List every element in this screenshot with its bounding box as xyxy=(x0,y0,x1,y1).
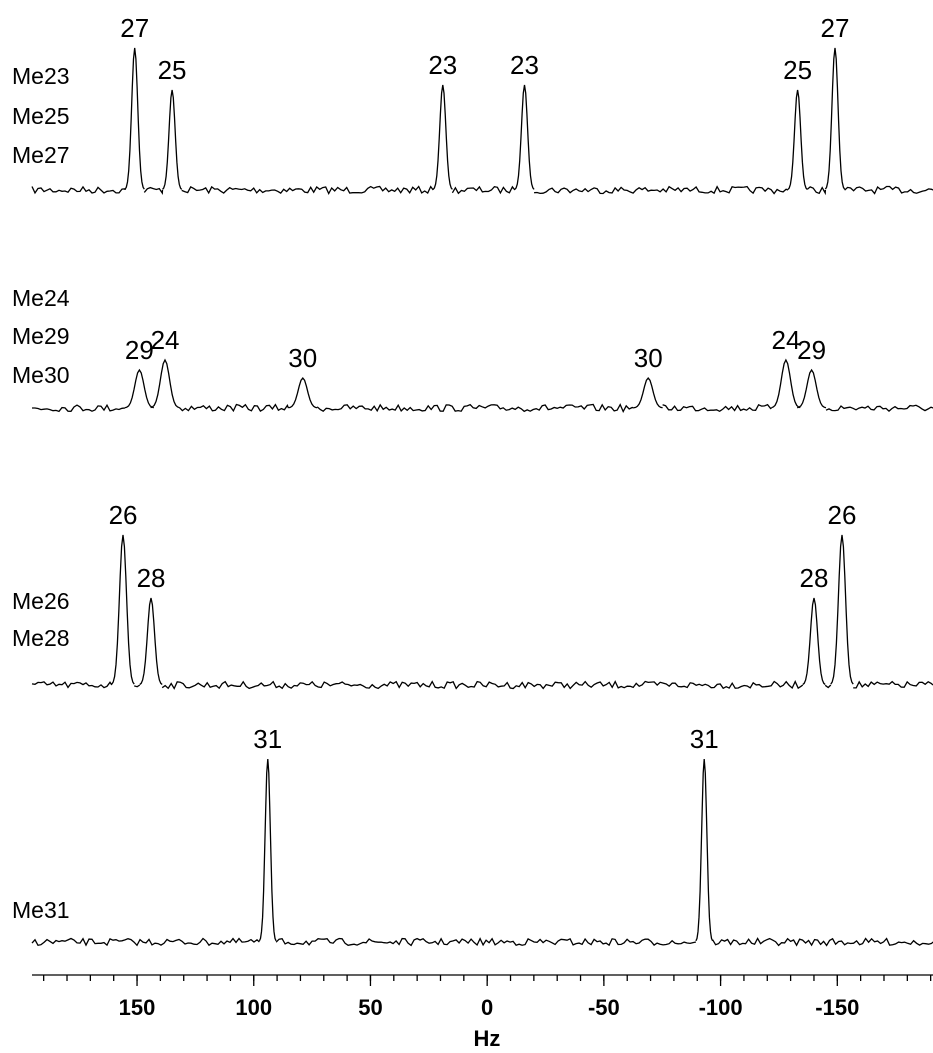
peak-label: 26 xyxy=(828,500,857,530)
peak-label: 23 xyxy=(428,50,457,80)
x-tick-label: 0 xyxy=(481,995,493,1020)
peak-label: 29 xyxy=(797,335,826,365)
peak-label: 30 xyxy=(634,343,663,373)
baseline-noise xyxy=(31,937,260,947)
peak xyxy=(802,597,826,685)
peak-label: 25 xyxy=(783,55,812,85)
baseline-noise xyxy=(316,403,634,413)
peak-label: 24 xyxy=(771,325,800,355)
peak xyxy=(124,47,145,190)
peak-label: 23 xyxy=(510,50,539,80)
baseline-noise xyxy=(451,185,516,195)
peak xyxy=(288,376,318,409)
trace-label: Me23 xyxy=(12,63,70,89)
trace-label: Me31 xyxy=(12,897,70,923)
peak-label: 25 xyxy=(158,55,187,85)
peak xyxy=(258,758,277,942)
peak xyxy=(824,47,846,190)
trace-label: Me25 xyxy=(12,103,70,129)
peak-label: 24 xyxy=(151,325,180,355)
peak-label: 28 xyxy=(137,563,166,593)
peak xyxy=(514,84,535,190)
peak xyxy=(695,758,714,942)
baseline-noise xyxy=(712,937,933,947)
peak-label: 31 xyxy=(253,724,282,754)
peak xyxy=(432,84,453,190)
baseline-noise xyxy=(806,186,827,196)
x-tick-label: -100 xyxy=(699,995,743,1020)
trace-label: Me29 xyxy=(12,323,70,349)
trace-label: Me27 xyxy=(12,142,70,168)
baseline-noise xyxy=(178,403,290,413)
peak xyxy=(830,534,854,685)
baseline-noise xyxy=(824,684,832,689)
baseline-noise xyxy=(32,403,126,413)
baseline-noise xyxy=(134,684,141,688)
baseline-noise xyxy=(161,680,804,690)
baseline-noise xyxy=(31,185,126,195)
x-tick-label: 150 xyxy=(119,995,156,1020)
peak-label: 29 xyxy=(125,335,154,365)
baseline-noise xyxy=(825,404,933,412)
trace-label: Me24 xyxy=(12,285,70,311)
peak-label: 26 xyxy=(109,500,138,530)
baseline-noise xyxy=(31,681,113,689)
trace-label: Me30 xyxy=(12,362,70,388)
x-axis-label: Hz xyxy=(474,1026,501,1051)
peak xyxy=(139,597,163,685)
peak xyxy=(633,376,663,409)
baseline-noise xyxy=(844,185,933,195)
baseline-noise xyxy=(853,680,933,689)
peak-label: 31 xyxy=(690,724,719,754)
peak-label: 30 xyxy=(288,343,317,373)
x-tick-label: -150 xyxy=(815,995,859,1020)
trace-label: Me26 xyxy=(12,588,70,614)
peak xyxy=(162,89,183,190)
peak-label: 27 xyxy=(821,13,850,43)
peak xyxy=(796,368,827,409)
baseline-noise xyxy=(181,185,434,195)
baseline-noise xyxy=(662,403,772,413)
peak xyxy=(771,358,801,409)
peak xyxy=(124,368,155,409)
x-tick-label: -50 xyxy=(588,995,620,1020)
baseline-noise xyxy=(534,185,789,195)
x-tick-label: 100 xyxy=(235,995,272,1020)
peak-label: 27 xyxy=(120,13,149,43)
peak xyxy=(111,534,135,685)
x-tick-label: 50 xyxy=(358,995,382,1020)
peak-label: 28 xyxy=(799,563,828,593)
peak xyxy=(150,358,180,409)
baseline-noise xyxy=(143,186,164,196)
baseline-noise xyxy=(275,937,697,947)
peak xyxy=(787,89,808,190)
trace-label: Me28 xyxy=(12,625,70,651)
